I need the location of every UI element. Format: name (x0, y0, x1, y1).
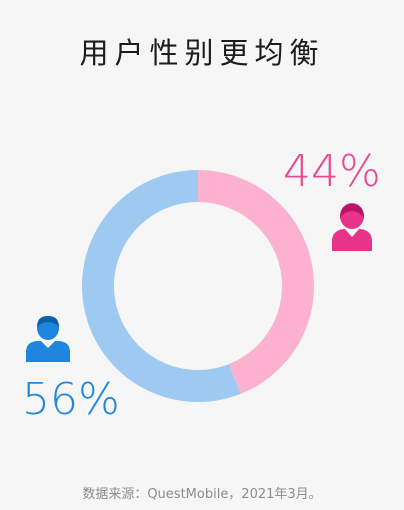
female-slice (198, 170, 314, 394)
male-user-icon (24, 314, 72, 366)
female-percent-label: 44% (283, 146, 381, 197)
male-percent-label: 56% (22, 374, 120, 425)
male-slice (82, 170, 241, 402)
female-user-icon (329, 201, 375, 255)
data-source-note: 数据来源：QuestMobile，2021年3月。 (0, 483, 404, 502)
